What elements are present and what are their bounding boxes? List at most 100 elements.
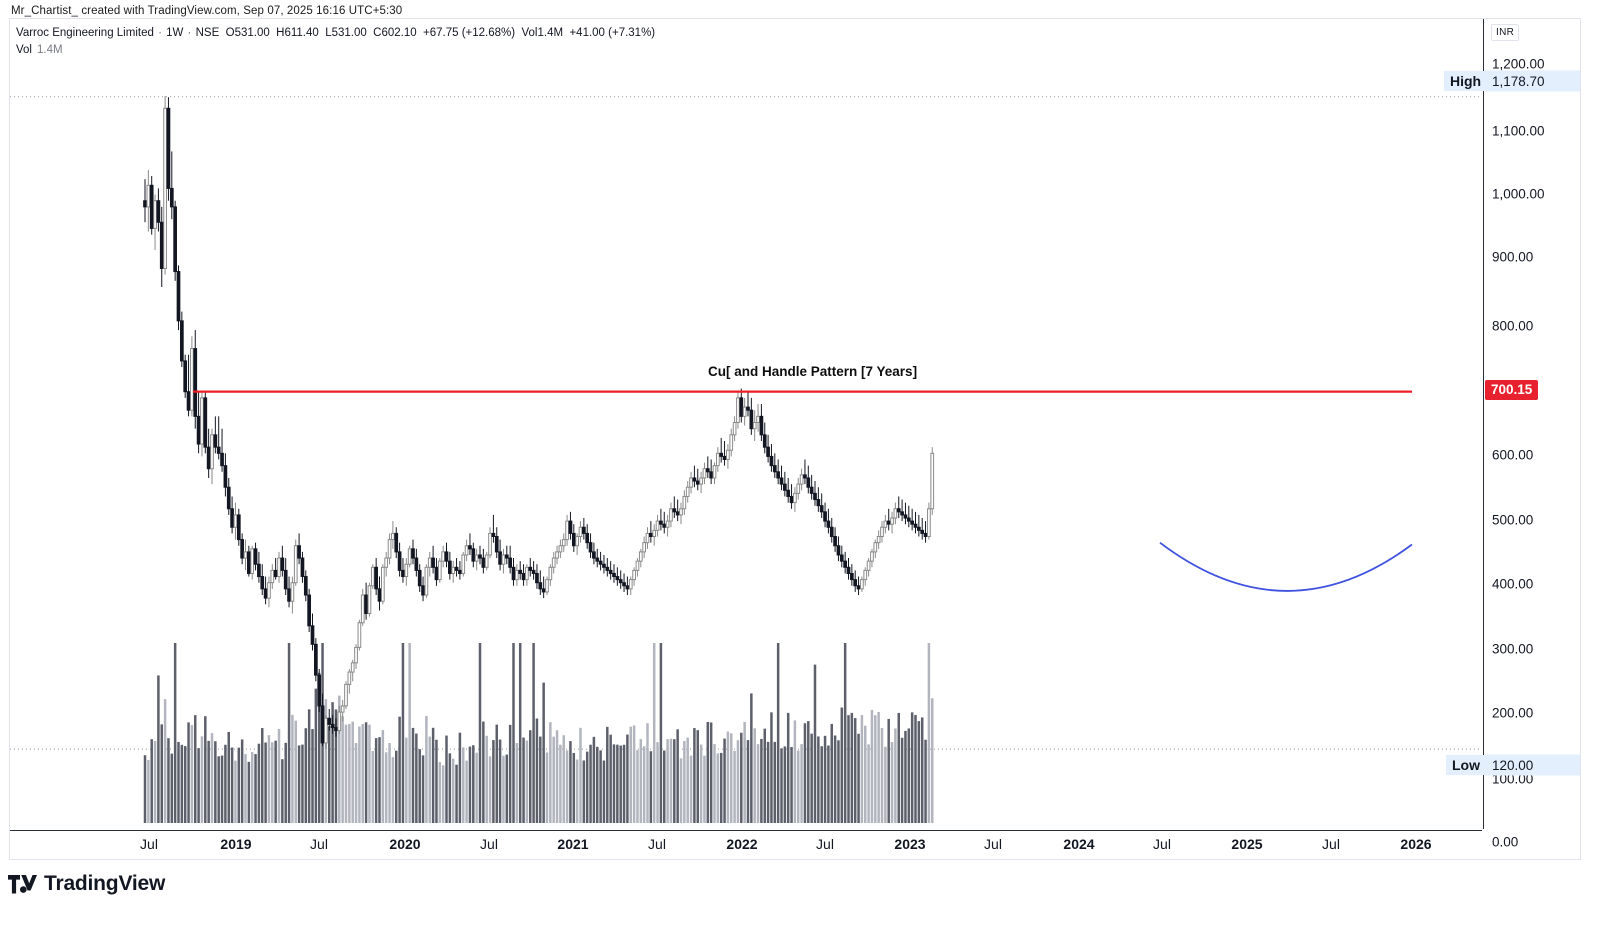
volume-bar [364,722,368,823]
volume-bar [907,728,911,823]
candle-body [310,625,315,645]
volume-bar [445,735,448,823]
candle-body [521,572,526,581]
candle-body [910,520,914,525]
price-tick: 200.00 [1492,705,1534,721]
volume-bar [616,744,619,823]
volume-bar [508,724,512,823]
candle-body [796,483,801,494]
volume-bar [234,760,237,823]
candle-body [628,579,633,590]
volume-bar [391,757,395,823]
candle-body [233,514,238,528]
volume-bar [529,730,532,823]
volume-bar [914,714,917,823]
volume-bar [575,759,579,823]
volume-bar [150,739,153,823]
volume-bar [408,643,411,823]
candle-body [588,542,593,553]
candle-body [783,483,787,491]
volume-bar [867,744,870,823]
candle-body [280,557,285,571]
candle-body [216,446,221,454]
candle-body [742,406,747,417]
time-axis-tick: Jul [984,836,1002,852]
volume-bar [783,746,787,823]
candle-body [803,474,807,479]
volume-bar [435,739,438,823]
price-tick: 900.00 [1492,249,1534,265]
candle-body [273,569,278,578]
candle-body [612,572,616,578]
volume-bar [555,730,559,823]
legend-interval[interactable]: 1W [166,27,184,39]
candle-body [729,434,734,451]
candlestick-svg [10,95,1482,823]
candle-body [836,545,841,556]
candle-body [397,551,402,571]
volume-bar [324,699,328,823]
volume-bar [673,739,676,823]
currency-badge[interactable]: INR [1491,24,1520,41]
candle-body [759,415,764,436]
time-axis[interactable]: Jul 2019 Jul 2020 Jul 2021 Jul 2022 Jul 2023 Jul 20… [10,830,1482,859]
volume-bar [240,739,244,823]
legend-symbol[interactable]: Varroc Engineering Limited [16,27,154,39]
volume-bars-group [143,643,934,823]
volume-bar [291,714,294,823]
candle-body [843,560,847,568]
pattern-annotation-label[interactable]: Cu[ and Handle Pattern [7 Years] [703,363,923,380]
candle-body [515,569,519,581]
volume-bar [180,744,184,823]
candle-body [739,397,744,417]
candle-body [762,434,767,448]
cup-arc-drawing[interactable] [1159,541,1413,592]
candle-body [829,526,834,538]
volume-bar [475,752,478,823]
volume-bar [210,733,214,823]
price-axis[interactable]: INR 1,200.00 1,100.00 1,000.00 900.00 800.00… [1483,19,1580,850]
candle-body [819,505,824,513]
candle-body [551,557,556,568]
legend-indicator-name[interactable]: Vol [16,44,32,56]
volume-bar [304,728,308,823]
candle-body [173,206,178,273]
volume-bar [683,740,686,823]
time-axis-tick: 2023 [894,836,926,852]
volume-bar [636,750,639,823]
candle-body [307,594,311,627]
candle-body [230,508,234,528]
gridline-group [10,96,1482,750]
candle-body [900,511,904,516]
candle-body [752,422,757,430]
candle-body [394,532,399,553]
volume-bar [910,712,914,823]
candle-body [384,557,389,568]
volume-bar [622,744,626,823]
legend-low: L531.00 [325,27,367,39]
volume-bar [927,643,931,823]
volume-bar [287,643,291,823]
candle-body [434,566,439,581]
candle-body [210,434,214,470]
volume-bar [187,722,190,823]
candle-body [213,434,218,448]
volume-bar [411,727,415,823]
legend-volume-change: +41.00 (+7.31%) [569,27,656,39]
volume-bar [649,751,653,823]
chart-plot-area[interactable] [10,19,1482,829]
candle-body [143,200,147,208]
volume-bar [374,738,378,823]
candle-body [471,548,476,562]
volume-bar [773,741,777,823]
candle-body [873,542,878,553]
legend-indicator-row: Vol 1.4M [16,43,655,58]
candle-body [206,446,211,470]
volume-bar [358,726,361,823]
volume-bar [488,756,492,823]
candle-body [287,588,291,602]
last-price-tag[interactable]: 700.15 [1485,380,1539,400]
volume-bar [827,745,830,823]
candle-body [582,526,586,534]
volume-bar [579,727,582,823]
